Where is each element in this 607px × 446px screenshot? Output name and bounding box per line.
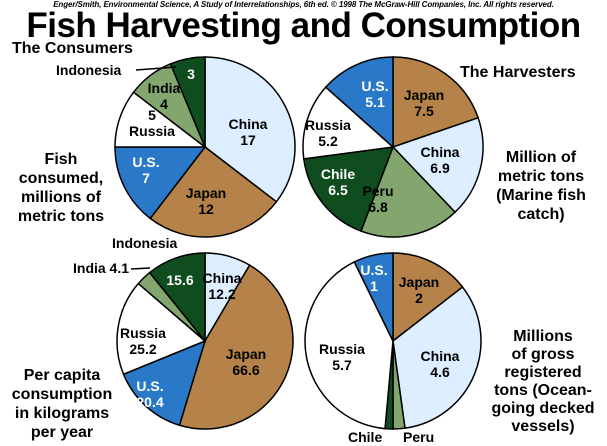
outside-label-indonesia: Indonesia xyxy=(112,235,178,251)
slice-label-u-s: U.S. 1 xyxy=(360,262,387,294)
caption-line: millions of xyxy=(21,189,101,206)
pie-chart-3: China 12.2 Japan 66.6 U.S. 20.4 Russia 25.2 15.6… xyxy=(73,235,294,430)
slice-label-russia: Russia 25.2 xyxy=(120,325,166,357)
slice-label-japan: Japan 12 xyxy=(186,185,226,217)
pie-slice-russia xyxy=(116,282,207,376)
per-capita-caption: Per capita consumption in kilograms per … xyxy=(2,366,122,442)
caption-line: (Marine fish xyxy=(496,187,586,204)
leader-line xyxy=(135,66,177,71)
pie-slice-japan xyxy=(178,264,294,430)
pie-slice-china xyxy=(392,285,482,430)
caption-line: in kilograms xyxy=(14,405,110,422)
caption-line: Million of xyxy=(505,149,577,166)
outside-label-india: India 4.1 xyxy=(73,260,129,276)
pie-slice-japan xyxy=(149,145,278,238)
pie-slice-indonesia xyxy=(148,252,206,344)
slice-label-indonesia: 15.6 xyxy=(166,272,193,288)
caption-line: metric tons xyxy=(17,208,105,225)
slice-label-peru: Peru 6.8 xyxy=(362,183,393,215)
slice-label-russia: 5 Russia xyxy=(129,107,175,139)
caption-line: consumption xyxy=(11,386,113,403)
pie-slice-china xyxy=(204,56,296,203)
slice-label-japan: Japan 2 xyxy=(399,274,439,306)
slice-label-russia: Russia 5.2 xyxy=(305,117,351,149)
slice-label-russia: Russia 5.7 xyxy=(319,341,365,373)
caption-line: catch) xyxy=(517,206,565,223)
caption-line: consumed, xyxy=(18,170,104,187)
caption-line: registered xyxy=(504,364,582,381)
outside-label-indonesia: Indonesia xyxy=(56,62,122,78)
leader-line xyxy=(130,267,151,270)
caption-line: of gross xyxy=(511,346,575,363)
page-title: Fish Harvesting and Consumption xyxy=(26,6,581,45)
harvesters-heading: The Harvesters xyxy=(460,64,576,81)
pie-slice-u-s xyxy=(353,252,394,342)
slice-label-china: China 6.9 xyxy=(421,144,460,176)
pie-slice-u-s xyxy=(122,339,207,427)
caption-line: Per capita xyxy=(23,367,101,384)
slice-label-chile: Chile 6.5 xyxy=(321,166,355,198)
slice-label-u-s: U.S. 5.1 xyxy=(361,78,388,110)
marine-catch-caption: Million of metric tons (Marine fish catc… xyxy=(482,148,600,224)
pie-slice-u-s xyxy=(114,146,207,220)
caption-line: Fish xyxy=(44,151,78,168)
slice-label-china: China 17 xyxy=(229,116,268,148)
copyright-credit: Enger/Smith, Environmental Science, A St… xyxy=(53,0,554,9)
consumers-heading: The Consumers xyxy=(12,40,133,57)
pie-slice-russia xyxy=(302,86,395,160)
caption-line: going decked xyxy=(491,400,595,417)
pie-chart-4: Japan 2 China 4.6 Russia 5.7 U.S. 1 Chile Peru xyxy=(304,252,482,445)
outside-label-peru: Peru xyxy=(403,429,434,445)
pie-slice-u-s xyxy=(324,56,394,149)
pie-slice-indonesia xyxy=(169,56,206,148)
pie-slice-russia xyxy=(304,260,394,430)
caption-line: metric tons xyxy=(497,168,585,185)
caption-line: Millions xyxy=(513,328,573,345)
slice-label-indonesia: 3 xyxy=(187,66,195,82)
outside-label-chile: Chile xyxy=(348,429,382,445)
slice-label-u-s: U.S. 7 xyxy=(132,154,159,186)
pie-slice-chile xyxy=(302,146,395,233)
pie-slice-japan xyxy=(392,252,464,343)
gross-tons-caption: Millions of gross registered tons (Ocean… xyxy=(482,328,604,436)
caption-line: per year xyxy=(30,424,94,441)
slice-label-u-s: U.S. 20.4 xyxy=(136,378,163,410)
fish-consumed-caption: Fish consumed, millions of metric tons xyxy=(6,150,116,226)
slice-label-japan: Japan 7.5 xyxy=(404,87,444,119)
slice-label-japan: Japan 66.6 xyxy=(226,346,266,378)
slice-label-china: China 12.2 xyxy=(203,270,242,302)
slice-label-india: India 4 xyxy=(148,80,181,112)
slice-label-china: China 4.6 xyxy=(421,348,460,380)
caption-line: vessels) xyxy=(511,418,575,435)
caption-line: tons (Ocean- xyxy=(494,382,592,399)
pie-slice-china xyxy=(391,116,484,214)
